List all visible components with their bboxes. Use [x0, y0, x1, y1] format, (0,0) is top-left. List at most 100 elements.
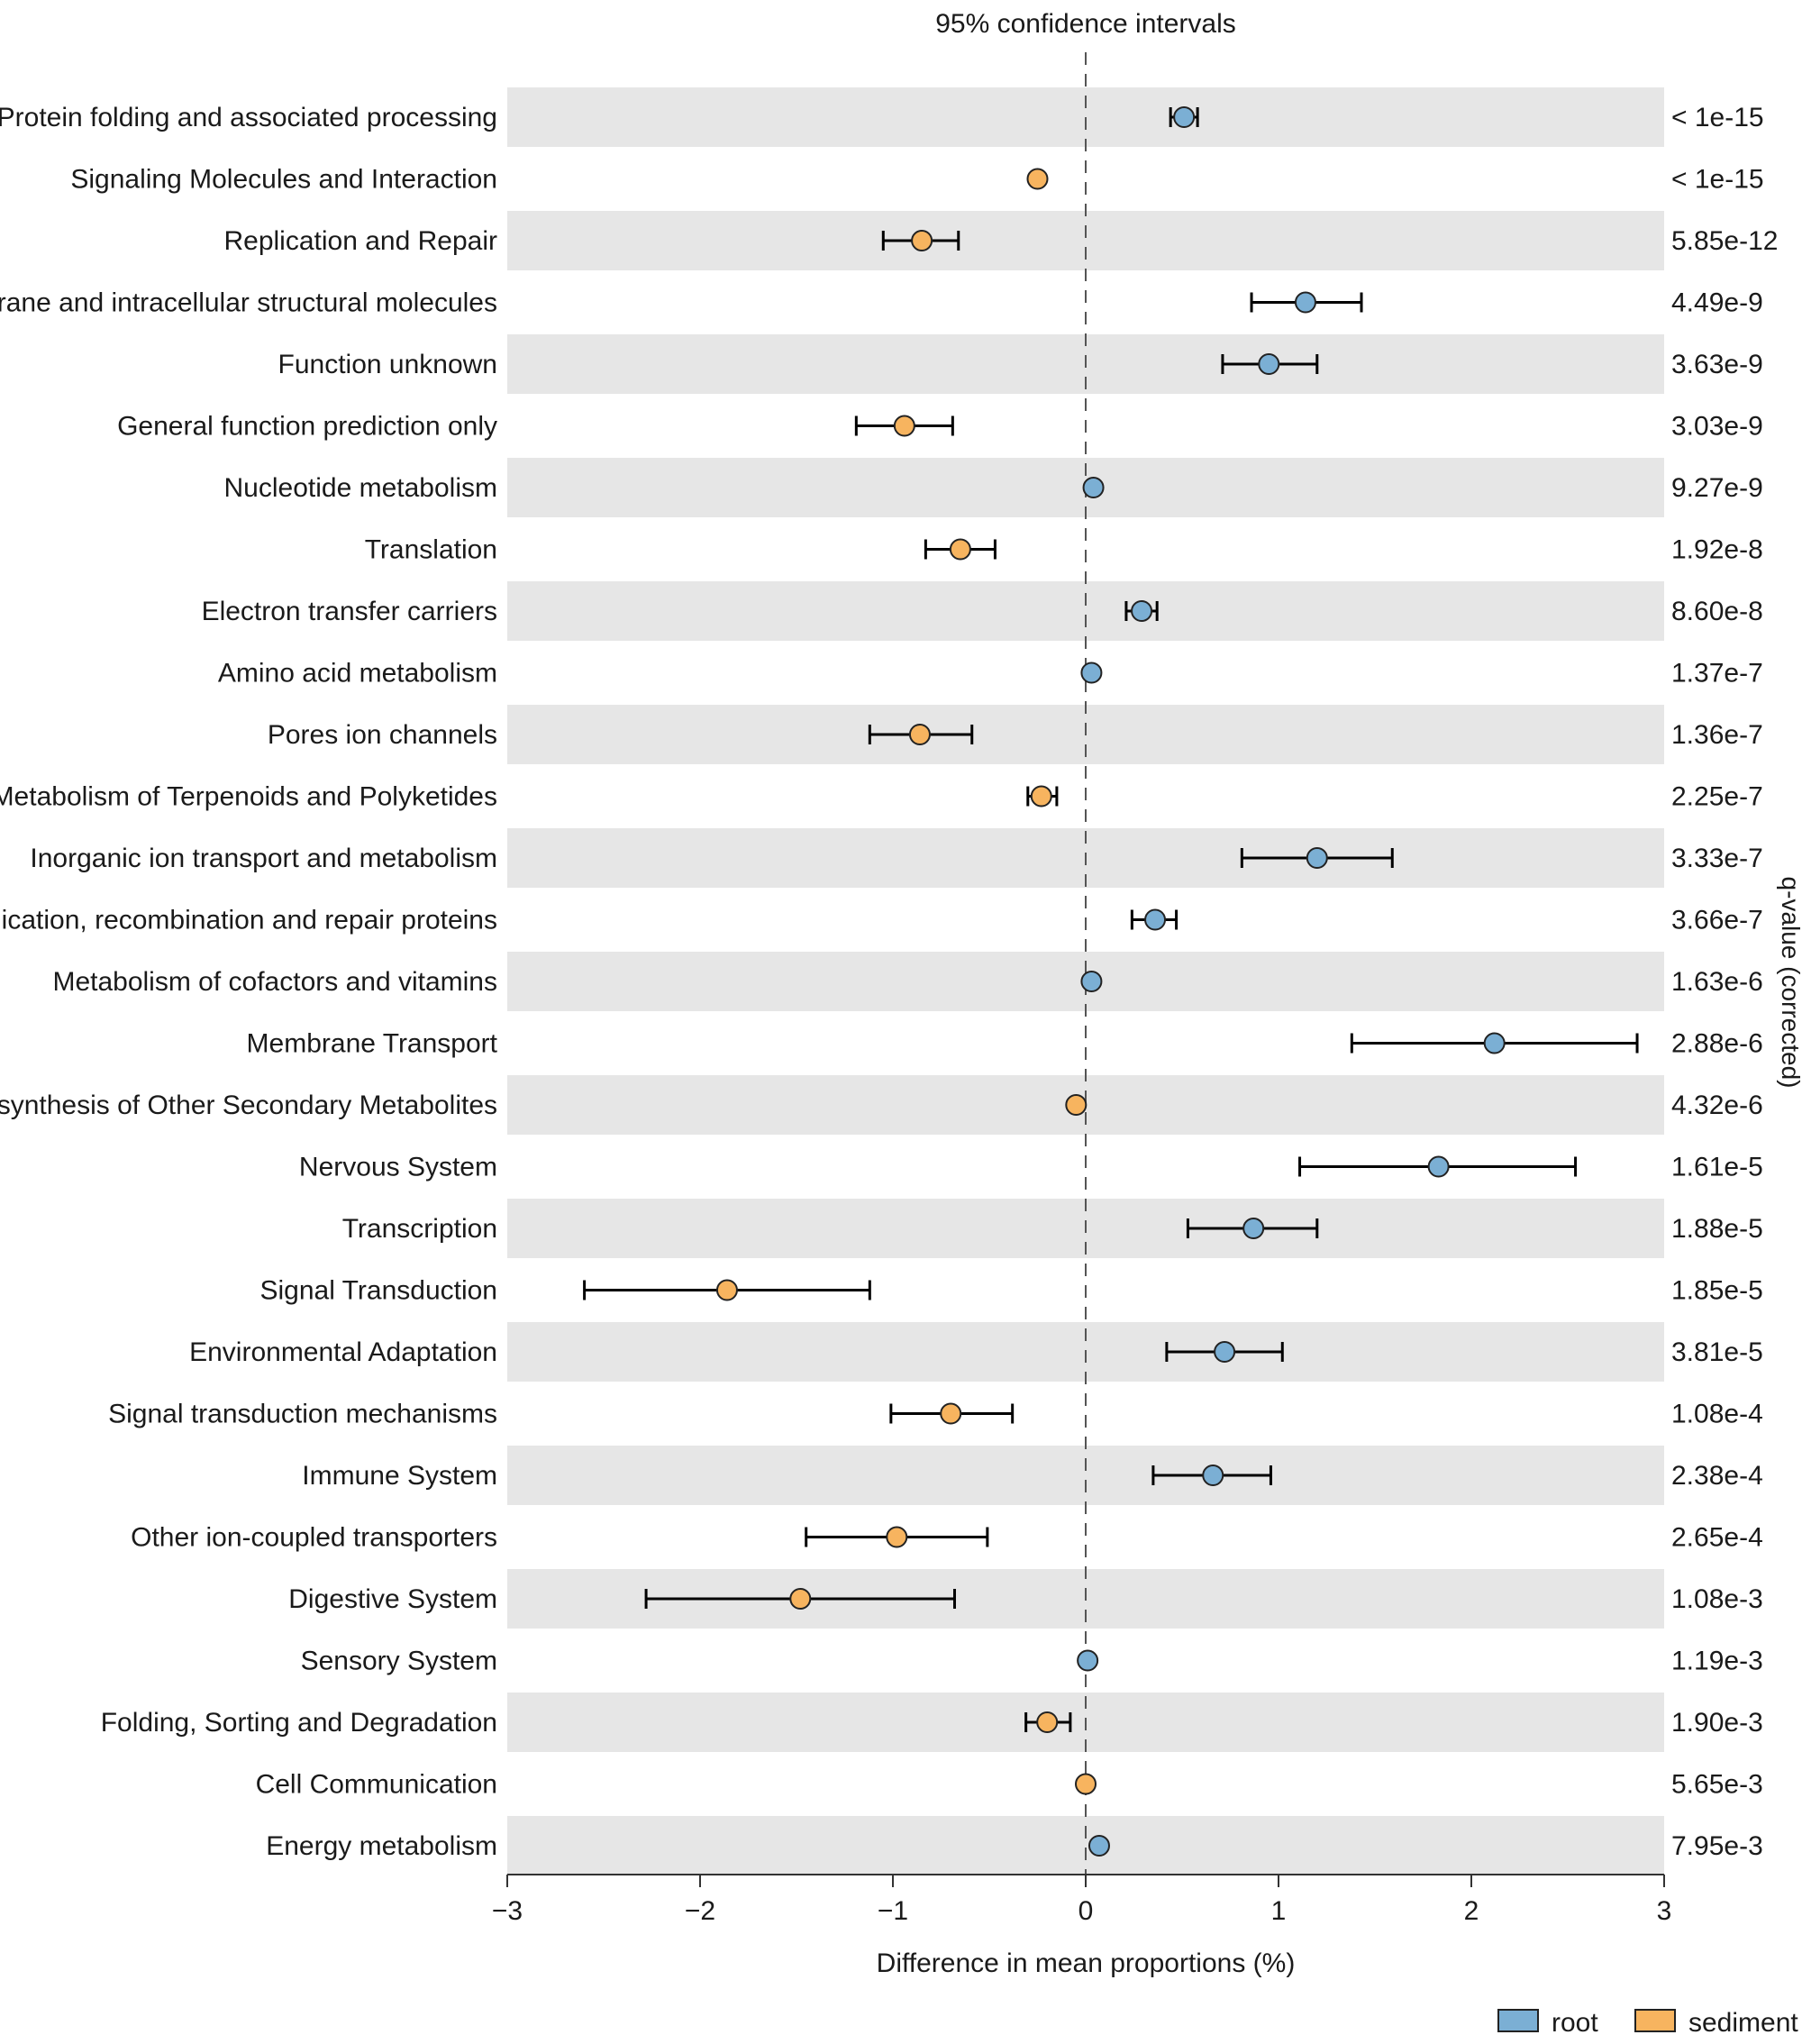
x-tick-label: 1 [1271, 1896, 1287, 1926]
feature-label: Metabolism of cofactors and vitamins [52, 967, 497, 997]
feature-label: Metabolism of Terpenoids and Polyketides [0, 782, 497, 812]
feature-row: Nucleotide metabolism 9.27e-9 [224, 473, 1763, 503]
root-mean-point [1242, 1218, 1265, 1239]
legend-swatch-sediment [1634, 2009, 1676, 2032]
row-band [507, 211, 1664, 270]
q-value-label: 1.90e-3 [1671, 1708, 1763, 1738]
feature-row: Signal transduction mechanisms 1.08e-4 [108, 1400, 1763, 1429]
x-tick-label: −1 [878, 1896, 908, 1926]
q-value-label: 2.38e-4 [1671, 1461, 1763, 1491]
feature-label: Replication, recombination and repair pr… [0, 906, 497, 935]
feature-label: Other ion-coupled transporters [131, 1523, 497, 1553]
q-value-label: 2.65e-4 [1671, 1523, 1763, 1553]
feature-row: Immune System 2.38e-4 [302, 1461, 1762, 1491]
q-value-label: 1.61e-5 [1671, 1153, 1763, 1182]
feature-label: Translation [365, 535, 497, 565]
q-value-label: 1.37e-7 [1671, 659, 1763, 689]
legend-swatch-root [1497, 2009, 1539, 2032]
root-mean-point [1214, 1341, 1236, 1363]
feature-label: Environmental Adaptation [189, 1337, 497, 1367]
legend: root sediment [1497, 2008, 1798, 2038]
sediment-mean-point [1075, 1773, 1097, 1795]
feature-row: Protein folding and associated processin… [0, 103, 1764, 132]
q-value-label: 3.03e-9 [1671, 412, 1763, 442]
root-mean-point [1173, 106, 1196, 128]
feature-label: Membrane Transport [247, 1029, 498, 1059]
row-band [507, 1816, 1664, 1875]
feature-label: Inorganic ion transport and metabolism [30, 844, 497, 873]
x-tick-label: 2 [1464, 1896, 1479, 1926]
feature-label: Digestive System [288, 1584, 497, 1614]
feature-label: Folding, Sorting and Degradation [101, 1708, 497, 1738]
rows: Protein folding and associated processin… [0, 103, 1778, 1861]
feature-label: Transcription [342, 1214, 497, 1244]
feature-row: Amino acid metabolism 1.37e-7 [218, 659, 1763, 689]
root-mean-point [1077, 1649, 1099, 1672]
feature-row: Sensory System 1.19e-3 [301, 1647, 1763, 1676]
feature-row: Pores ion channels 1.36e-7 [268, 720, 1763, 750]
sediment-mean-point [1065, 1094, 1088, 1116]
q-value-label: 4.32e-6 [1671, 1090, 1763, 1120]
q-value-label: 1.92e-8 [1671, 535, 1763, 565]
feature-label: Nervous System [299, 1153, 497, 1182]
sediment-mean-point [1036, 1711, 1059, 1733]
root-mean-point [1144, 908, 1167, 931]
feature-label: Signal Transduction [260, 1276, 498, 1306]
feature-row: Digestive System 1.08e-3 [288, 1584, 1763, 1614]
feature-row: General function prediction only 3.03e-9 [117, 412, 1763, 442]
q-value-label: 3.33e-7 [1671, 844, 1763, 873]
sediment-mean-point [1030, 785, 1052, 808]
x-tick-label: −2 [685, 1896, 715, 1926]
row-band [507, 1446, 1664, 1505]
feature-row: Metabolism of Terpenoids and Polyketides… [0, 782, 1763, 812]
sediment-mean-point [908, 724, 931, 745]
feature-label: Function unknown [278, 350, 498, 379]
sediment-mean-point [715, 1279, 738, 1301]
root-mean-point [1483, 1032, 1506, 1054]
q-value-label: 3.81e-5 [1671, 1337, 1763, 1367]
q-value-label: 1.85e-5 [1671, 1276, 1763, 1306]
feature-row: Replication, recombination and repair pr… [0, 906, 1763, 935]
feature-row: Inorganic ion transport and metabolism 3.… [30, 844, 1762, 873]
root-mean-point [1202, 1465, 1224, 1486]
feature-label: Immune System [302, 1461, 497, 1491]
legend-label-root: root [1552, 2008, 1598, 2038]
q-value-label: 2.25e-7 [1671, 782, 1763, 812]
sediment-mean-point [949, 538, 971, 561]
q-value-label: 1.08e-3 [1671, 1584, 1763, 1614]
sediment-mean-point [886, 1526, 908, 1548]
sediment-mean-point [893, 415, 915, 437]
feature-row: Signal Transduction 1.85e-5 [260, 1276, 1763, 1306]
feature-label: Signal transduction mechanisms [108, 1400, 497, 1429]
feature-row: Nervous System 1.61e-5 [299, 1153, 1763, 1182]
row-band [507, 581, 1664, 641]
feature-row: Metabolism of cofactors and vitamins 1.63… [52, 967, 1762, 997]
sediment-mean-point [789, 1588, 812, 1610]
q-value-label: 8.60e-8 [1671, 597, 1763, 626]
feature-label: Amino acid metabolism [218, 659, 497, 689]
q-value-label: 3.66e-7 [1671, 906, 1763, 935]
root-mean-point [1082, 477, 1105, 498]
q-value-label: 1.19e-3 [1671, 1647, 1763, 1676]
feature-label: Pores ion channels [268, 720, 497, 750]
feature-label: General function prediction only [117, 412, 497, 442]
sediment-mean-point [940, 1402, 962, 1425]
q-value-label: 1.88e-5 [1671, 1214, 1763, 1244]
root-mean-point [1258, 353, 1280, 375]
root-mean-point [1427, 1155, 1450, 1178]
q-value-label: 3.63e-9 [1671, 350, 1763, 379]
feature-row: Folding, Sorting and Degradation 1.90e-3 [101, 1708, 1763, 1738]
root-mean-point [1080, 662, 1103, 684]
feature-row: Biosynthesis of Other Secondary Metaboli… [0, 1090, 1763, 1120]
feature-row: Energy metabolism 7.95e-3 [266, 1831, 1763, 1861]
q-value-label: 1.63e-6 [1671, 967, 1763, 997]
feature-row: Electron transfer carriers 8.60e-8 [202, 597, 1763, 626]
x-tick-label: 3 [1657, 1896, 1672, 1926]
feature-row: Translation 1.92e-8 [365, 535, 1763, 565]
feature-row: Cell Communication 5.65e-3 [256, 1770, 1763, 1800]
feature-label: Signaling Molecules and Interaction [70, 165, 497, 195]
chart-title: 95% confidence intervals [935, 9, 1236, 39]
q-value-label: 2.88e-6 [1671, 1029, 1763, 1059]
feature-row: Environmental Adaptation 3.81e-5 [189, 1337, 1763, 1367]
q-value-label: < 1e-15 [1671, 103, 1764, 132]
